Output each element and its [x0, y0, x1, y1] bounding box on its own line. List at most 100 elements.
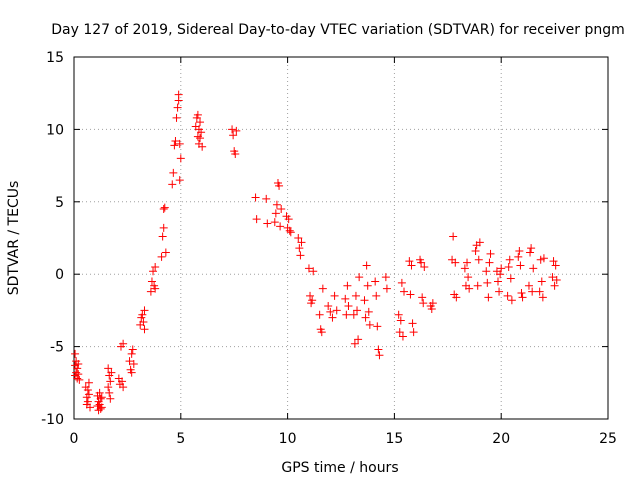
data-point [427, 304, 436, 313]
data-point [493, 277, 502, 286]
data-point [549, 257, 558, 266]
data-point [196, 134, 205, 143]
x-tick-label: 0 [70, 431, 79, 447]
data-point [127, 349, 136, 358]
data-point [272, 200, 281, 209]
data-point [97, 393, 106, 402]
data-point [270, 218, 279, 227]
data-point [398, 332, 407, 341]
data-point [341, 294, 350, 303]
data-point [375, 351, 384, 360]
data-point [538, 293, 547, 302]
data-point [193, 110, 202, 119]
data-point [407, 261, 416, 270]
y-tick-label: 15 [46, 50, 64, 66]
chart-title: Day 127 of 2019, Sidereal Day-to-day VTE… [51, 22, 625, 38]
data-point [147, 277, 156, 286]
data-point [394, 310, 403, 319]
data-point [526, 248, 535, 257]
data-point [106, 377, 115, 386]
data-point [127, 368, 136, 377]
data-point [193, 132, 202, 141]
data-point [342, 310, 351, 319]
data-point [71, 349, 80, 358]
data-point [84, 378, 93, 387]
data-point [328, 313, 337, 322]
data-point [138, 310, 147, 319]
y-tick-label: 5 [55, 195, 64, 211]
data-point [151, 284, 160, 293]
data-point [382, 284, 391, 293]
data-point [484, 293, 493, 302]
data-point [170, 141, 179, 150]
data-points [71, 90, 561, 415]
data-point [194, 125, 203, 134]
data-point [473, 281, 482, 290]
data-point [536, 255, 545, 264]
data-point [364, 307, 373, 316]
data-point [409, 328, 418, 337]
data-point [161, 248, 170, 257]
data-point [84, 390, 93, 399]
data-point [362, 261, 371, 270]
data-point [464, 273, 473, 282]
data-point [159, 205, 168, 214]
data-point [73, 374, 82, 383]
data-point [400, 287, 409, 296]
data-point [343, 281, 352, 290]
data-point [471, 247, 480, 256]
data-point [228, 125, 237, 134]
data-point [405, 257, 414, 266]
data-point [396, 316, 405, 325]
data-point [172, 113, 181, 122]
data-point [503, 291, 512, 300]
data-point [286, 228, 295, 237]
data-point [505, 255, 514, 264]
data-point [506, 274, 515, 283]
data-point [229, 131, 238, 140]
data-point [514, 252, 523, 261]
data-point [381, 273, 390, 282]
data-point [465, 284, 474, 293]
x-axis-label: GPS time / hours [281, 460, 398, 476]
data-point [355, 273, 364, 282]
data-point [483, 278, 492, 287]
data-point [474, 255, 483, 264]
data-point [324, 302, 333, 311]
x-tick-label: 20 [492, 431, 510, 447]
data-point [285, 226, 294, 235]
data-point [171, 136, 180, 145]
data-point [527, 244, 536, 253]
data-point [263, 219, 272, 228]
data-point [140, 306, 149, 315]
data-point [139, 317, 148, 326]
data-point [315, 310, 324, 319]
data-point [96, 404, 105, 413]
data-point [372, 291, 381, 300]
data-point [157, 252, 166, 261]
data-point [74, 359, 83, 368]
x-tick-label: 10 [279, 431, 297, 447]
data-point [353, 306, 362, 315]
data-point [231, 150, 240, 159]
data-point [408, 319, 417, 328]
y-tick-label: 0 [55, 267, 64, 283]
data-point [535, 287, 544, 296]
data-point [537, 277, 546, 286]
data-point [297, 238, 306, 247]
data-point [104, 383, 113, 392]
data-point [518, 293, 527, 302]
x-tick-label: 15 [385, 431, 403, 447]
x-tick-label: 5 [176, 431, 185, 447]
data-point [482, 267, 491, 276]
data-point [169, 168, 178, 177]
data-point [354, 335, 363, 344]
data-point [397, 278, 406, 287]
data-point [507, 296, 516, 305]
data-point [75, 375, 84, 384]
data-point [295, 244, 304, 253]
data-point [83, 386, 92, 395]
y-axis-label: SDTVAR / TECUs [6, 181, 22, 296]
y-tick-label: -5 [50, 340, 64, 356]
x-tick-label: 25 [599, 431, 617, 447]
